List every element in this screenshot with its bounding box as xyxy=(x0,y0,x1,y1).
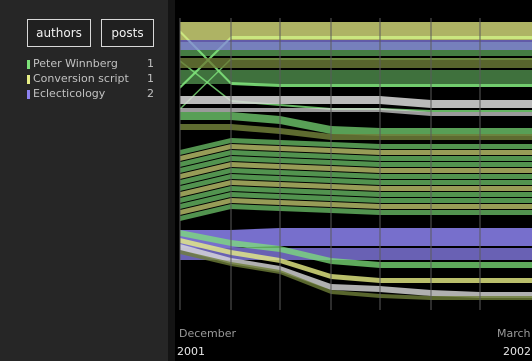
flow-band xyxy=(180,112,532,136)
legend-item-name: Peter Winnberg xyxy=(33,57,118,70)
flow-band xyxy=(180,40,532,50)
legend-item-count: 1 xyxy=(147,72,154,85)
legend-item-name: Eclecticology xyxy=(33,87,106,100)
flow-band xyxy=(180,144,532,161)
yellow-swatch-icon xyxy=(27,75,30,84)
flow-band xyxy=(180,150,532,167)
revision-tick-marks xyxy=(179,18,481,310)
flow-band xyxy=(180,192,532,209)
axis-start-year: 2001 xyxy=(177,345,205,358)
green-swatch-icon xyxy=(27,60,30,69)
legend-item-count: 2 xyxy=(147,87,154,100)
flow-band xyxy=(180,138,532,155)
axis-start-month: December xyxy=(179,327,237,340)
panel-divider xyxy=(168,0,175,361)
flow-band xyxy=(180,70,532,84)
legend-item-peter-winnberg[interactable]: Peter Winnberg 1 xyxy=(27,57,154,71)
flow-band xyxy=(180,228,532,248)
flow-band xyxy=(180,58,532,68)
authors-button[interactable]: authors xyxy=(27,19,91,47)
flow-band xyxy=(180,124,532,140)
legend-item-count: 1 xyxy=(147,57,154,70)
flow-band xyxy=(180,230,532,268)
flow-band xyxy=(180,156,532,173)
flow-band xyxy=(180,162,532,179)
flow-band xyxy=(180,174,532,191)
flow-band xyxy=(180,22,532,40)
purple-swatch-icon xyxy=(27,90,30,99)
flow-band xyxy=(180,204,532,221)
flow-band xyxy=(180,96,532,108)
flow-band xyxy=(180,198,532,215)
flow-band xyxy=(180,186,532,203)
posts-button[interactable]: posts xyxy=(101,19,154,47)
legend-item-conversion-script[interactable]: Conversion script 1 xyxy=(27,72,154,86)
legend-item-eclecticology[interactable]: Eclecticology 2 xyxy=(27,87,154,101)
history-flow-visualization[interactable]: December 2001 March 2002 xyxy=(175,0,532,361)
revision-flow-bands xyxy=(180,22,532,300)
flow-band xyxy=(180,108,532,116)
sidebar-panel: authors posts Peter Winnberg 1 Conversio… xyxy=(0,0,168,361)
flow-band xyxy=(180,168,532,185)
axis-end-year: 2002 xyxy=(503,345,531,358)
axis-end-month: March xyxy=(497,327,531,340)
flow-band xyxy=(180,238,532,283)
flow-band xyxy=(180,244,532,298)
history-flow-svg xyxy=(179,18,532,310)
legend-item-name: Conversion script xyxy=(33,72,129,85)
flow-band xyxy=(180,180,532,197)
